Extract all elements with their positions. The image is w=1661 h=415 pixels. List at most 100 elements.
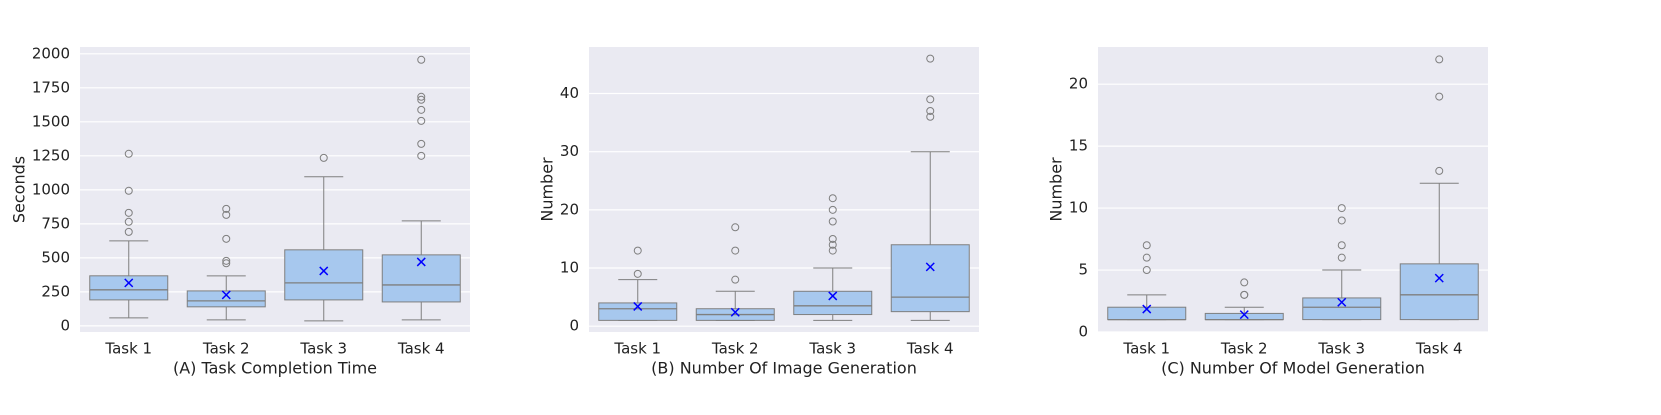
outlier: [633, 269, 642, 278]
outlier: [124, 149, 133, 158]
y-tick-label: 20: [1069, 75, 1088, 93]
mean-marker: [416, 257, 426, 267]
outlier: [1435, 166, 1444, 175]
box: [890, 244, 970, 313]
box: [186, 290, 266, 308]
outlier: [828, 246, 837, 255]
y-tick-label: 15: [1069, 137, 1088, 155]
box: [284, 249, 364, 301]
box: [1399, 263, 1479, 321]
mean-marker: [633, 301, 643, 311]
outlier: [417, 105, 426, 114]
x-tick-label: Task 3: [808, 340, 856, 358]
outlier: [1240, 278, 1249, 287]
mean-marker: [1434, 273, 1444, 283]
x-tick-label: Task 4: [1415, 340, 1463, 358]
box: [793, 290, 873, 316]
x-axis-label: (B) Number Of Image Generation: [651, 359, 917, 378]
outlier: [926, 54, 935, 63]
outlier: [828, 234, 837, 243]
mean-marker: [124, 278, 134, 288]
outlier: [417, 151, 426, 160]
outlier: [926, 112, 935, 121]
x-tick-label: Task 1: [613, 340, 661, 358]
x-tick-label: Task 2: [711, 340, 759, 358]
x-tick-label: Task 2: [202, 340, 250, 358]
x-tick-label: Task 1: [1122, 340, 1170, 358]
outlier: [417, 139, 426, 148]
y-tick-label: 1250: [32, 146, 70, 164]
outlier: [633, 246, 642, 255]
outlier: [124, 217, 133, 226]
outlier: [124, 186, 133, 195]
mean-marker: [1142, 304, 1152, 314]
x-tick-label: Task 3: [299, 340, 347, 358]
outlier: [222, 210, 231, 219]
x-axis-label: (A) Task Completion Time: [173, 359, 377, 378]
x-tick-label: Task 3: [1317, 340, 1365, 358]
outlier: [1337, 216, 1346, 225]
y-tick-label: 10: [560, 259, 579, 277]
outlier: [731, 223, 740, 232]
outlier: [417, 55, 426, 64]
x-tick-label: Task 1: [104, 340, 152, 358]
y-tick-label: 10: [1069, 199, 1088, 217]
outlier: [124, 208, 133, 217]
outlier: [417, 92, 426, 101]
outlier: [222, 259, 231, 268]
mean-marker: [319, 266, 329, 276]
y-tick-label: 750: [41, 214, 70, 232]
y-axis-label: Number: [1047, 157, 1066, 222]
box: [89, 275, 169, 301]
outlier: [926, 106, 935, 115]
y-tick-label: 250: [41, 282, 70, 300]
outlier: [1435, 92, 1444, 101]
outlier: [417, 116, 426, 125]
outlier: [1240, 290, 1249, 299]
y-tick-label: 1000: [32, 180, 70, 198]
y-tick-label: 20: [560, 200, 579, 218]
y-tick-label: 40: [560, 84, 579, 102]
y-axis-label: Number: [538, 157, 557, 222]
box: [598, 302, 678, 321]
y-tick-label: 0: [60, 316, 70, 334]
y-tick-label: 1500: [32, 112, 70, 130]
outlier: [926, 95, 935, 104]
outlier: [319, 153, 328, 162]
outlier: [1142, 266, 1151, 275]
outlier: [1142, 253, 1151, 262]
outlier: [1337, 204, 1346, 213]
outlier: [1435, 55, 1444, 64]
outlier: [222, 256, 231, 265]
mean-marker: [925, 262, 935, 272]
mean-marker: [1239, 310, 1249, 320]
y-tick-label: 0: [1078, 323, 1088, 341]
mean-marker: [1337, 297, 1347, 307]
outlier: [828, 205, 837, 214]
outlier: [222, 204, 231, 213]
y-tick-label: 500: [41, 248, 70, 266]
mean-marker: [730, 307, 740, 317]
box: [1302, 297, 1382, 321]
y-tick-label: 30: [560, 142, 579, 160]
y-tick-label: 1750: [32, 78, 70, 96]
x-tick-label: Task 4: [906, 340, 954, 358]
outlier: [731, 246, 740, 255]
y-tick-label: 5: [1078, 261, 1088, 279]
outlier: [1142, 241, 1151, 250]
outlier: [222, 234, 231, 243]
outlier: [828, 217, 837, 226]
y-axis-label: Seconds: [10, 156, 29, 223]
outlier: [1337, 253, 1346, 262]
outlier: [731, 275, 740, 284]
x-tick-label: Task 4: [397, 340, 445, 358]
outlier: [417, 95, 426, 104]
y-tick-label: 0: [569, 317, 579, 335]
mean-marker: [828, 291, 838, 301]
outlier: [828, 240, 837, 249]
outlier: [1337, 241, 1346, 250]
x-axis-label: (C) Number Of Model Generation: [1161, 359, 1425, 378]
mean-marker: [221, 290, 231, 300]
x-tick-label: Task 2: [1220, 340, 1268, 358]
